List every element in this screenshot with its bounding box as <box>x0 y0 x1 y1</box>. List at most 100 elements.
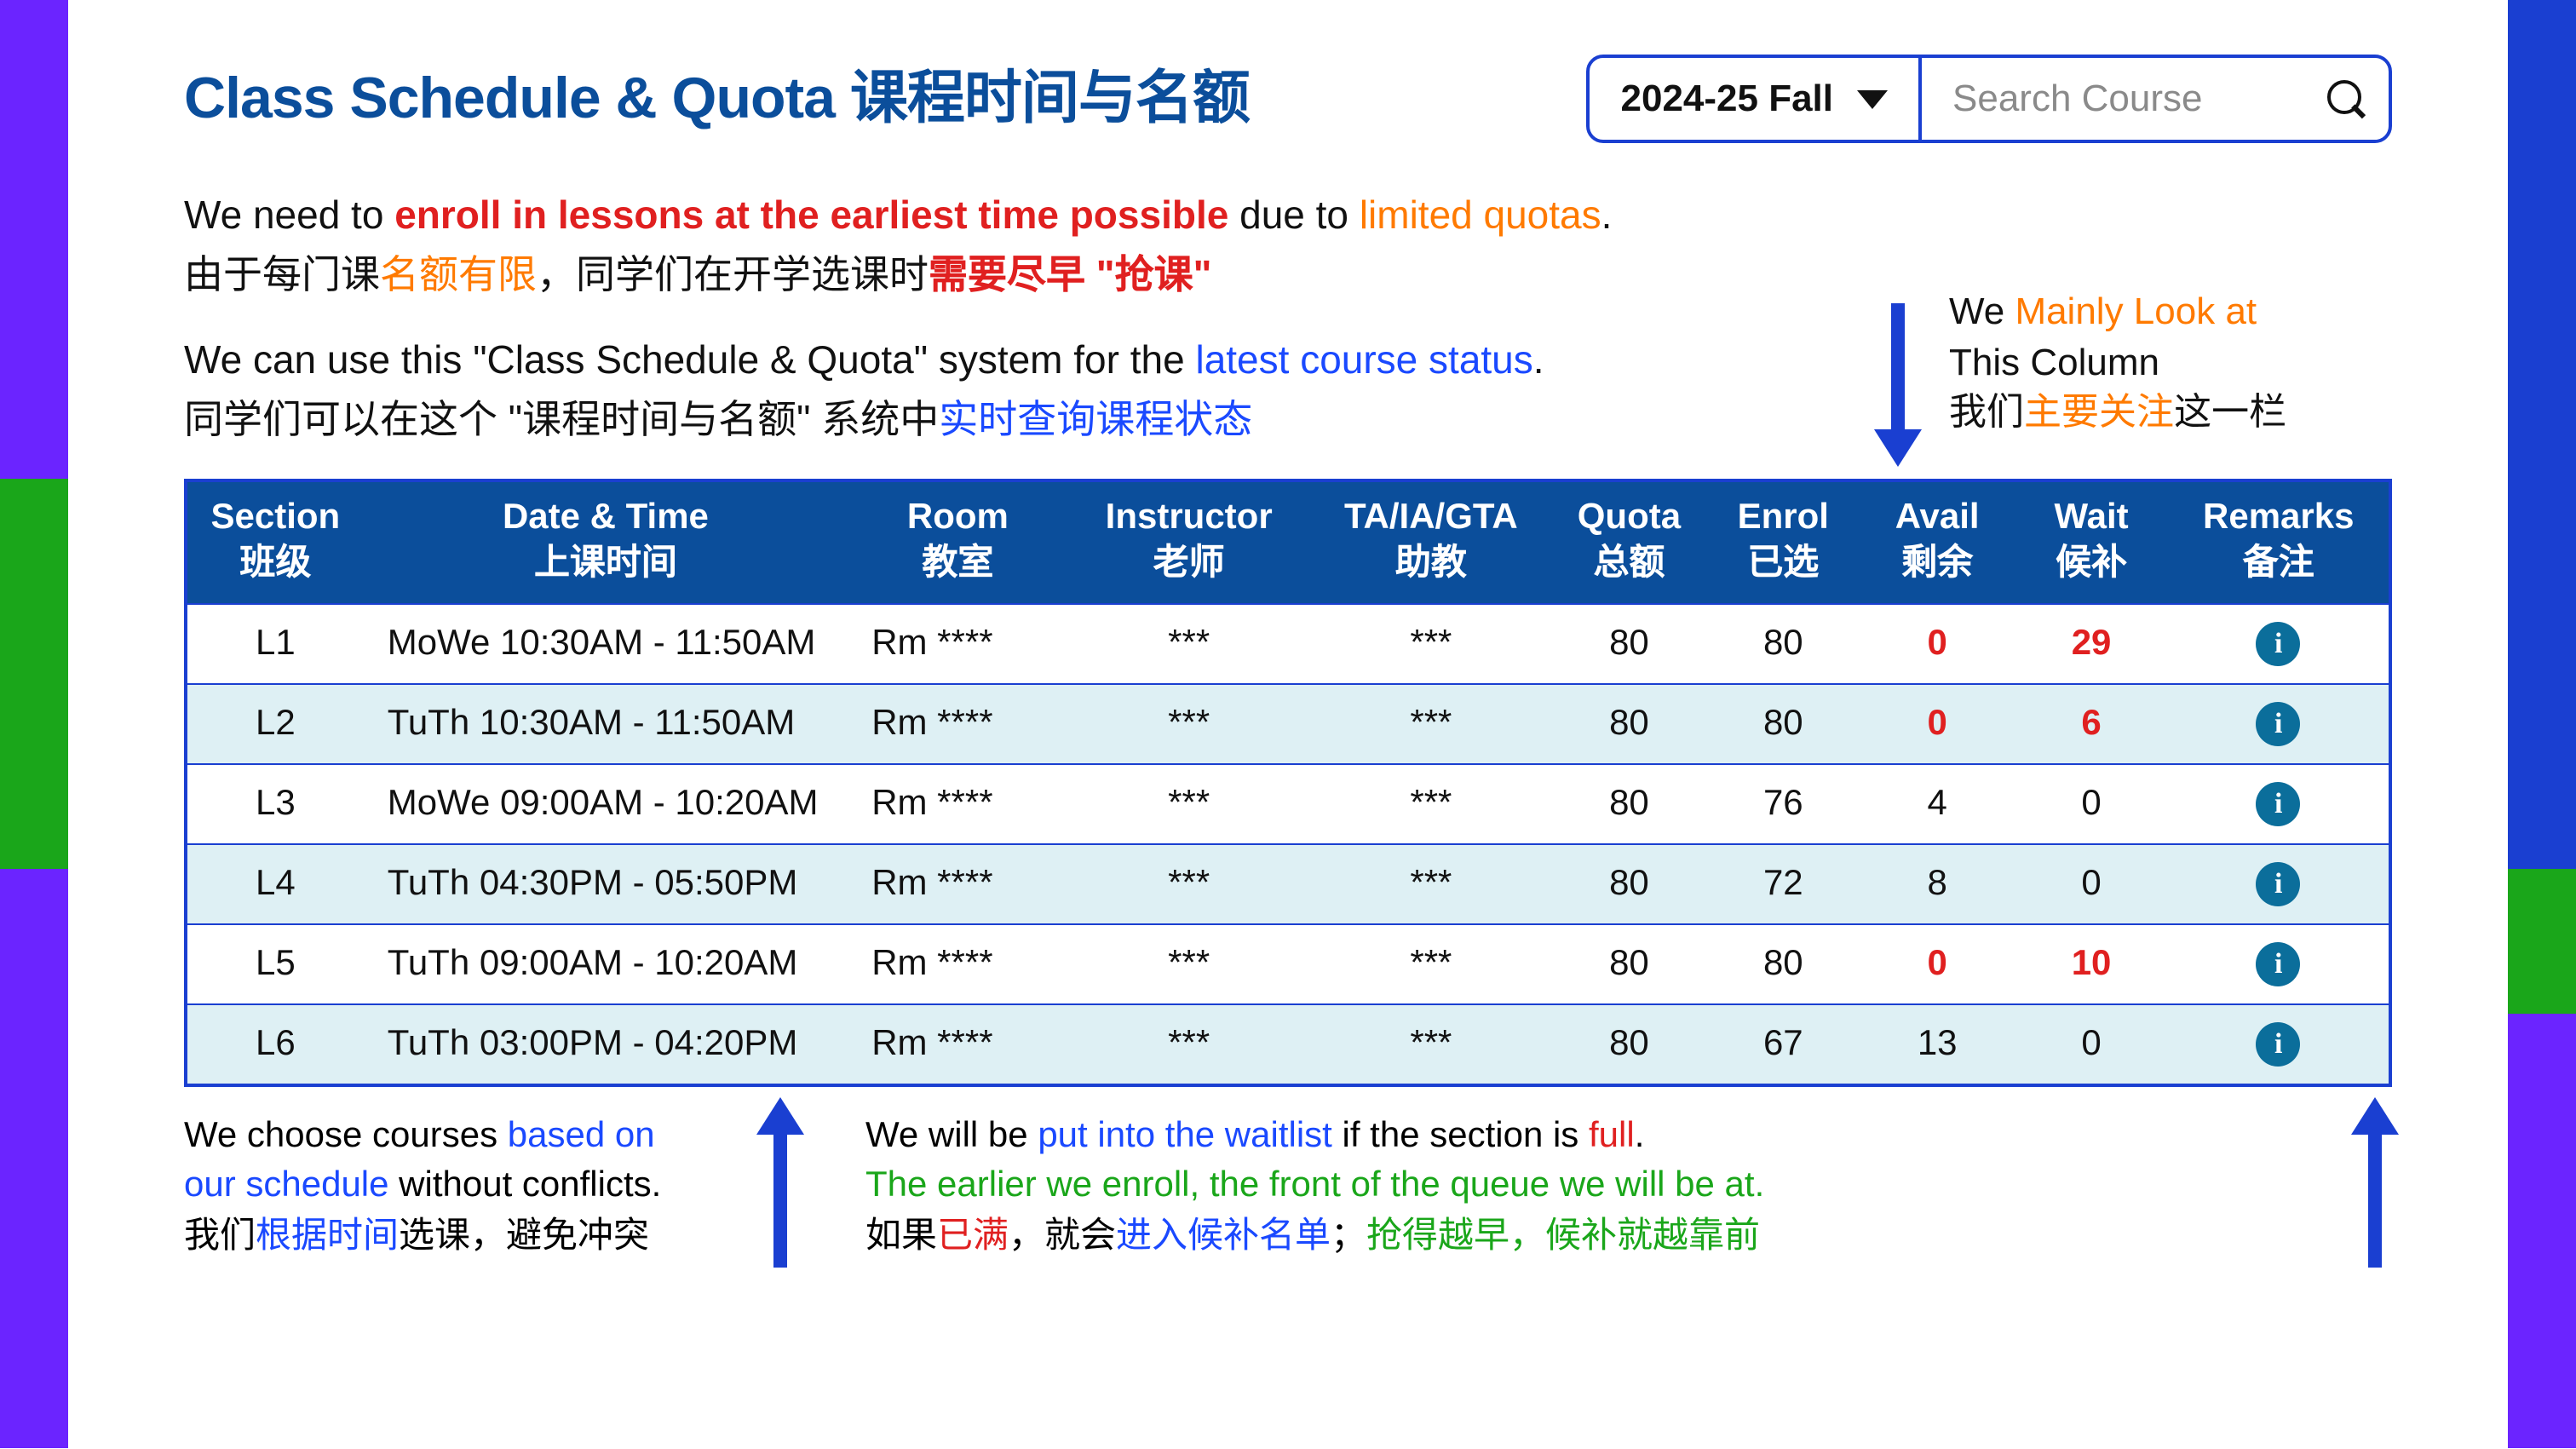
info-icon[interactable]: i <box>2257 1022 2301 1067</box>
text: due to <box>1228 193 1359 237</box>
info-icon[interactable]: i <box>2257 862 2301 906</box>
text: 如果 <box>865 1216 937 1255</box>
info-icon[interactable]: i <box>2257 942 2301 986</box>
arrow-up-icon <box>753 1097 808 1268</box>
text-emphasis: 需要尽早 "抢课" <box>929 253 1211 297</box>
info-icon[interactable]: i <box>2257 782 2301 826</box>
intro-block: We need to enroll in lessons at the earl… <box>184 187 2392 449</box>
table-cell: 6 <box>2015 684 2169 764</box>
term-selected-label: 2024-25 Fall <box>1621 77 1834 121</box>
text-emphasis: 已满 <box>937 1216 1009 1255</box>
text: 由于每门课 <box>184 253 380 297</box>
table-cell: 80 <box>1552 764 1706 844</box>
table-cell: *** <box>1310 604 1552 684</box>
table-header-cell: Room教室 <box>848 483 1067 604</box>
search-icon[interactable] <box>2327 80 2365 118</box>
text-emphasis: 根据时间 <box>256 1216 399 1255</box>
search-group: 2024-25 Fall <box>1587 55 2393 143</box>
term-select[interactable]: 2024-25 Fall <box>1590 58 1923 140</box>
side-note: We Mainly Look at This Column 我们主要关注这一栏 <box>1949 286 2392 438</box>
text-emphasis: full <box>1589 1116 1635 1155</box>
table-cell: 80 <box>1552 604 1706 684</box>
arrow-up-icon <box>2348 1097 2402 1268</box>
table-header-cell: Wait候补 <box>2015 483 2169 604</box>
info-icon[interactable]: i <box>2257 622 2301 666</box>
table-cell-remarks: i <box>2169 684 2389 764</box>
table-row: L5TuTh 09:00AM - 10:20AMRm **********808… <box>187 924 2389 1004</box>
text: ； <box>1331 1216 1366 1255</box>
table-cell: 0 <box>2015 764 2169 844</box>
table-cell: L3 <box>187 764 364 844</box>
text-emphasis: our schedule <box>184 1166 389 1205</box>
text-link-style: 实时查询课程状态 <box>939 397 1252 441</box>
table-cell: *** <box>1068 844 1310 924</box>
table-cell: 80 <box>1552 1004 1706 1084</box>
table-cell: *** <box>1068 924 1310 1004</box>
footer-col-1: We choose courses based on our schedule … <box>184 1111 797 1261</box>
search-input[interactable] <box>1952 77 2259 121</box>
table-cell: L4 <box>187 844 364 924</box>
table-cell: Rm **** <box>848 604 1067 684</box>
table-cell: Rm **** <box>848 844 1067 924</box>
table-cell: *** <box>1310 764 1552 844</box>
table-cell: 67 <box>1706 1004 1860 1084</box>
text: . <box>1601 193 1613 237</box>
table-header-cell: Section班级 <box>187 483 364 604</box>
table-cell: 80 <box>1552 844 1706 924</box>
left-color-border <box>0 0 68 1448</box>
text: 选课，避免冲突 <box>399 1216 649 1255</box>
schedule-table: Section班级Date & Time上课时间Room教室Instructor… <box>187 483 2389 1084</box>
table-row: L3MoWe 09:00AM - 10:20AMRm **********807… <box>187 764 2389 844</box>
text: We <box>1949 290 2015 332</box>
text-link-style: latest course status <box>1195 336 1532 381</box>
table-cell: MoWe 09:00AM - 10:20AM <box>364 764 848 844</box>
footer-notes: We choose courses based on our schedule … <box>184 1111 2392 1261</box>
table-cell: *** <box>1310 844 1552 924</box>
text: We need to <box>184 193 394 237</box>
info-icon[interactable]: i <box>2257 702 2301 746</box>
table-cell: 0 <box>1860 684 2015 764</box>
table-cell: L6 <box>187 1004 364 1084</box>
table-cell: 0 <box>1860 924 2015 1004</box>
text-emphasis: enroll in lessons at the earliest time p… <box>394 193 1228 237</box>
table-cell: *** <box>1068 604 1310 684</box>
table-cell: TuTh 09:00AM - 10:20AM <box>364 924 848 1004</box>
table-cell: Rm **** <box>848 684 1067 764</box>
table-cell: 72 <box>1706 844 1860 924</box>
text-emphasis: 主要关注 <box>2024 391 2174 434</box>
table-header-cell: Avail剩余 <box>1860 483 2015 604</box>
chevron-down-icon <box>1857 89 1888 108</box>
table-cell: *** <box>1310 684 1552 764</box>
table-header-cell: Quota总额 <box>1552 483 1706 604</box>
text: if the section is <box>1332 1116 1589 1155</box>
table-header-cell: Instructor老师 <box>1068 483 1310 604</box>
footer-col-2: We will be put into the waitlist if the … <box>865 1111 2392 1261</box>
table-cell-remarks: i <box>2169 844 2389 924</box>
table-cell: 80 <box>1552 684 1706 764</box>
search-box <box>1922 58 2389 140</box>
text: ，就会 <box>1009 1216 1116 1255</box>
text: 这一栏 <box>2174 391 2286 434</box>
table-cell: TuTh 04:30PM - 05:50PM <box>364 844 848 924</box>
table-cell: Rm **** <box>848 764 1067 844</box>
text-emphasis: Mainly Look at <box>2015 290 2257 332</box>
text-emphasis: based on <box>508 1116 655 1155</box>
text: We choose courses <box>184 1116 508 1155</box>
table-cell: 0 <box>2015 1004 2169 1084</box>
text: This Column <box>1949 336 2392 387</box>
table-cell: Rm **** <box>848 1004 1067 1084</box>
table-cell: 80 <box>1706 924 1860 1004</box>
table-cell: 76 <box>1706 764 1860 844</box>
text-emphasis: 进入候补名单 <box>1116 1216 1331 1255</box>
table-cell: L5 <box>187 924 364 1004</box>
text: 同学们可以在这个 "课程时间与名额" 系统中 <box>184 397 939 441</box>
right-color-border <box>2508 0 2576 1448</box>
text: We will be <box>865 1116 1038 1155</box>
page-title: Class Schedule & Quota 课程时间与名额 <box>184 51 1250 135</box>
table-cell: 0 <box>2015 844 2169 924</box>
text: . <box>1533 336 1544 381</box>
table-cell: 0 <box>1860 604 2015 684</box>
table-cell: L1 <box>187 604 364 684</box>
arrow-down-icon <box>1871 303 1925 467</box>
table-cell: 10 <box>2015 924 2169 1004</box>
